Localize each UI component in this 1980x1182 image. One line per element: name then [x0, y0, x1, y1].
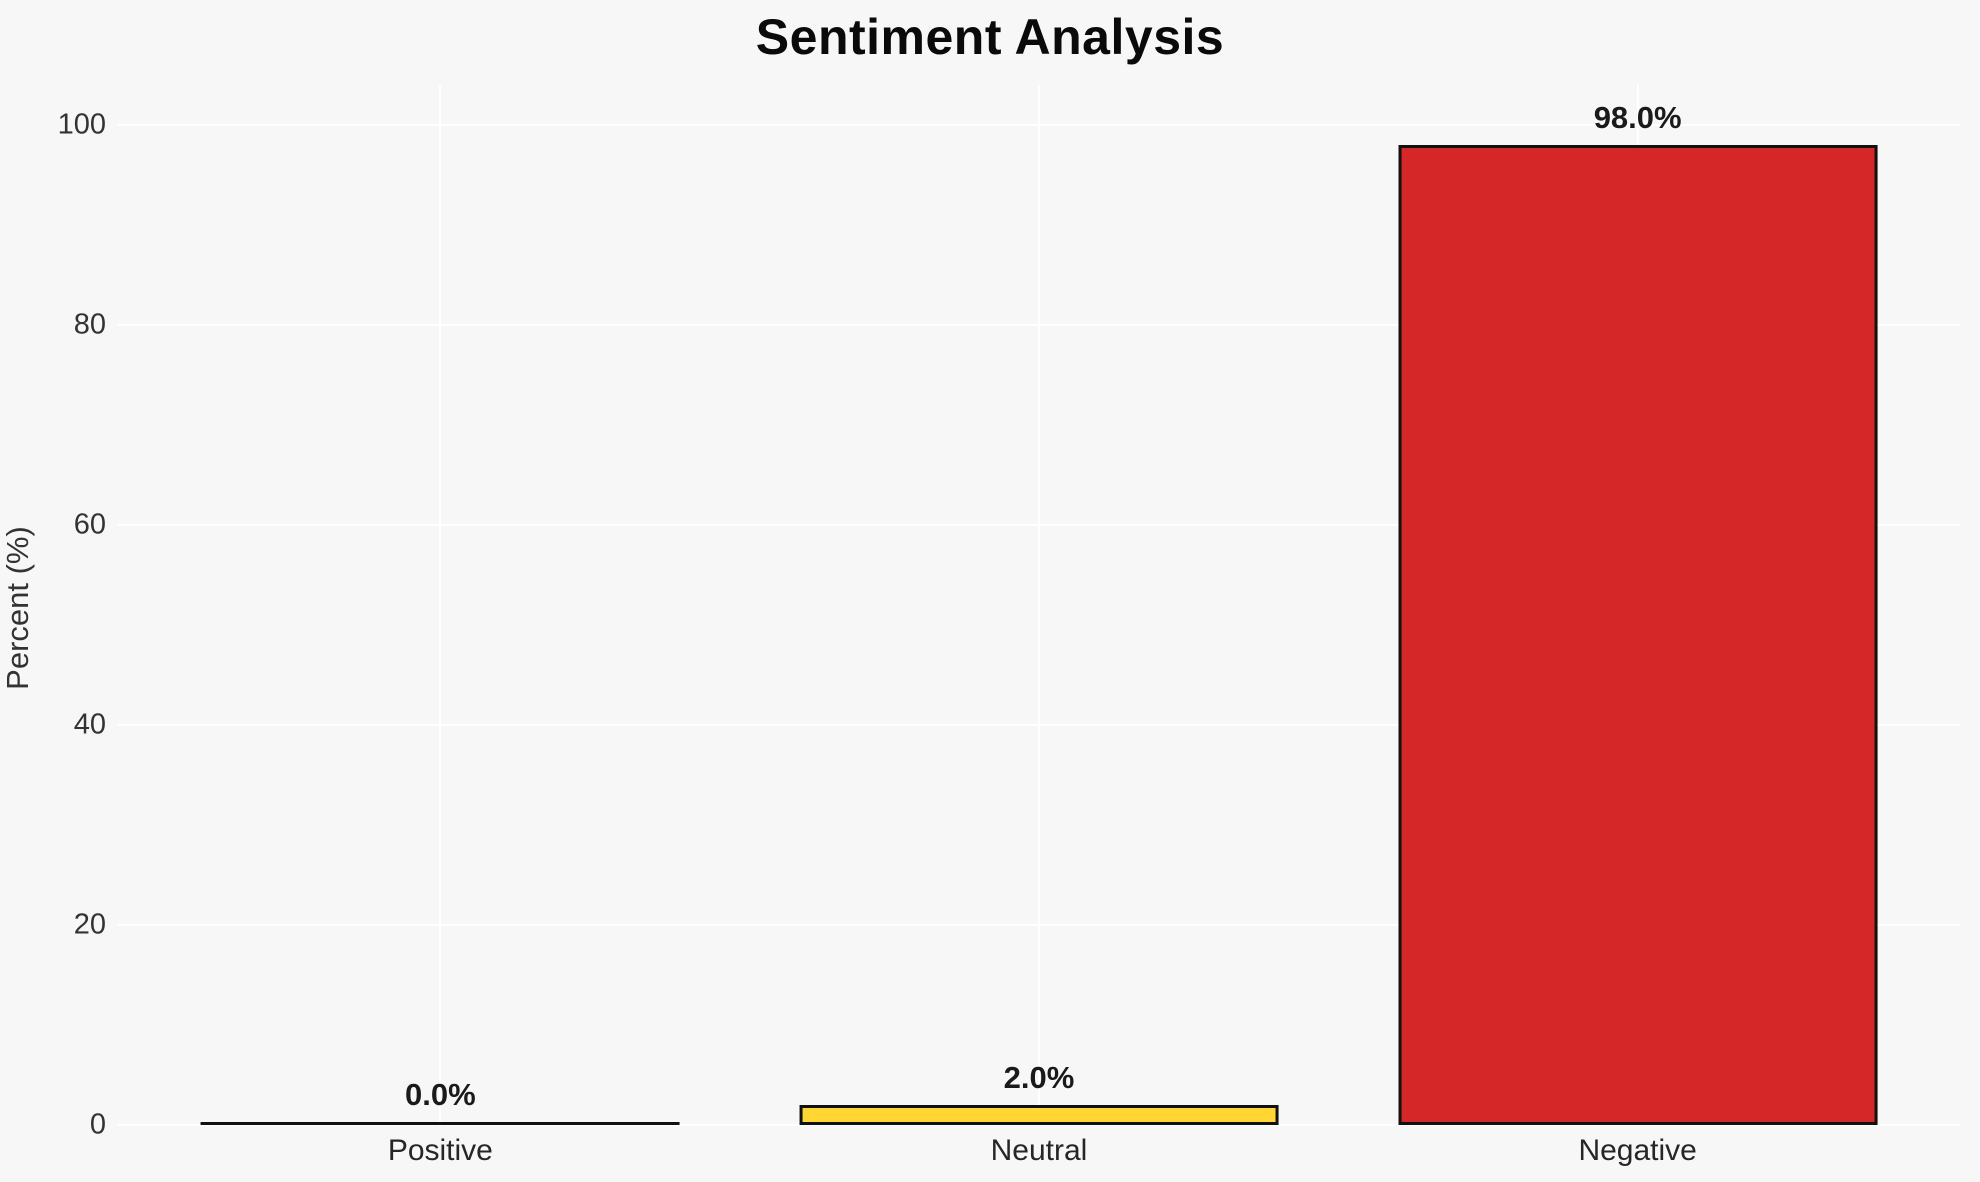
y-tick-40: 40 [73, 708, 106, 741]
y-tick-100: 100 [57, 108, 106, 141]
bar-value-label-positive: 0.0% [405, 1077, 476, 1112]
gridline-vertical-positive [439, 85, 442, 1125]
bar-value-label-neutral: 2.0% [1003, 1060, 1075, 1095]
gridline-horizontal-0 [118, 1124, 1960, 1126]
bar-positive [200, 1122, 680, 1125]
x-tick-positive: Positive [387, 1134, 493, 1167]
bar-value-label-negative: 98.0% [1593, 100, 1682, 135]
y-tick-20: 20 [73, 908, 106, 941]
bar-negative [1398, 145, 1878, 1125]
bar-neutral [799, 1105, 1279, 1125]
y-tick-0: 0 [89, 1108, 106, 1141]
x-axis-ticks: Positive Neutral Negative [118, 1136, 1960, 1176]
y-tick-60: 60 [73, 508, 106, 541]
x-tick-negative: Negative [1578, 1134, 1697, 1167]
y-tick-80: 80 [73, 308, 106, 341]
x-tick-neutral: Neutral [990, 1134, 1088, 1167]
y-axis-ticks: 0 20 40 60 80 100 [0, 85, 106, 1139]
gridline-vertical-neutral [1038, 85, 1040, 1125]
plot-area: 0.0% 2.0% 98.0% [118, 85, 1960, 1126]
chart-title: Sentiment Analysis [755, 9, 1225, 65]
